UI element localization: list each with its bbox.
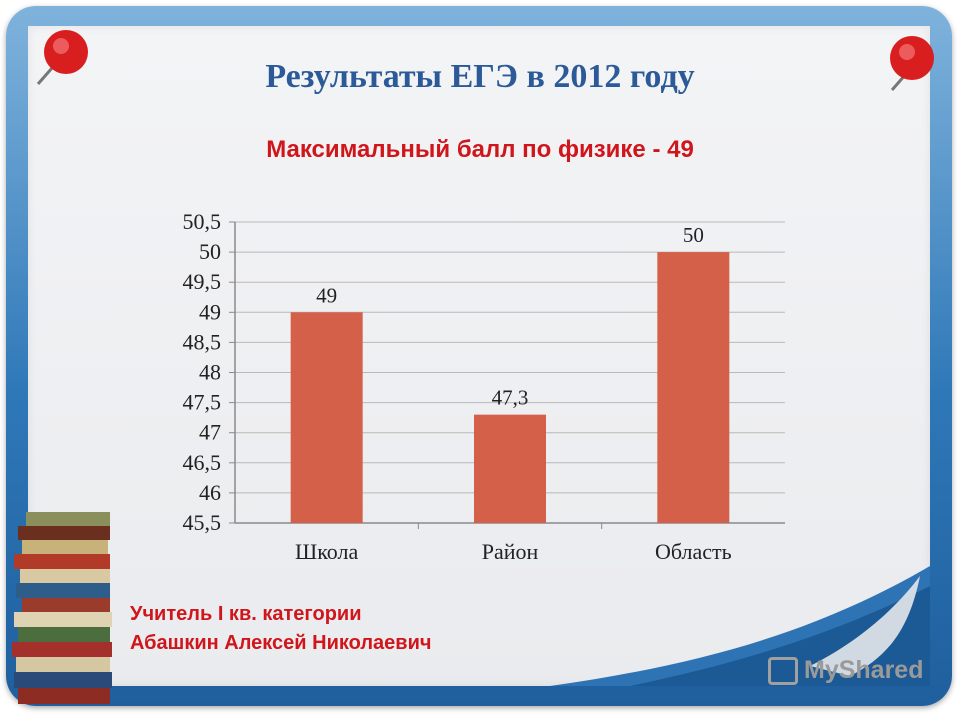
y-tick-label: 47 (199, 420, 221, 445)
bar (290, 312, 363, 523)
presentation-board-icon (768, 656, 798, 685)
y-tick-label: 49,5 (183, 269, 222, 294)
category-label: Школа (295, 539, 358, 564)
bar (657, 252, 730, 523)
y-tick-label: 48 (199, 360, 221, 385)
y-tick-label: 47,5 (183, 390, 222, 415)
pushpin-icon (36, 30, 88, 85)
y-tick-label: 45,5 (183, 510, 222, 535)
data-labels: 49 47,3 50 (316, 223, 704, 410)
y-tick-label: 49 (199, 299, 221, 324)
bar (474, 414, 546, 523)
y-tick-label: 46 (199, 480, 221, 505)
teacher-rank: Учитель I кв. категории (130, 603, 362, 625)
page-curl (550, 566, 930, 686)
pushpin-icon (890, 36, 934, 91)
teacher-name: Абашкин Алексей Николаевич (130, 632, 432, 654)
slide-paper (28, 26, 930, 686)
y-tick-label: 48,5 (183, 329, 222, 354)
category-label: Район (482, 539, 539, 564)
y-tick-label: 50,5 (183, 209, 222, 234)
slide-title: Результаты ЕГЭ в 2012 году (265, 58, 695, 95)
brand-name: MyShared (804, 656, 924, 684)
y-tick-label: 50 (199, 239, 221, 264)
bar-chart: 45,5 46 46,5 47 47,5 48 48,5 49 49,5 50 50,5 49 47,… (183, 209, 785, 564)
data-label: 50 (683, 223, 704, 247)
data-label: 47,3 (492, 386, 529, 410)
data-label: 49 (316, 283, 337, 307)
slide-subtitle: Максимальный балл по физике - 49 (266, 136, 694, 163)
books-icon (12, 512, 112, 704)
brand-logo: MyShared (768, 656, 923, 685)
slide-frame (6, 6, 952, 706)
y-tick-labels: 45,5 46 46,5 47 47,5 48 48,5 49 49,5 50 50,5 (183, 209, 222, 535)
y-tick-label: 46,5 (183, 450, 222, 475)
category-label: Область (655, 539, 732, 564)
bars (290, 252, 730, 523)
category-labels: Школа Район Область (295, 539, 732, 564)
teacher-info: Учитель I кв. категории Абашкин Алексей … (130, 600, 431, 658)
